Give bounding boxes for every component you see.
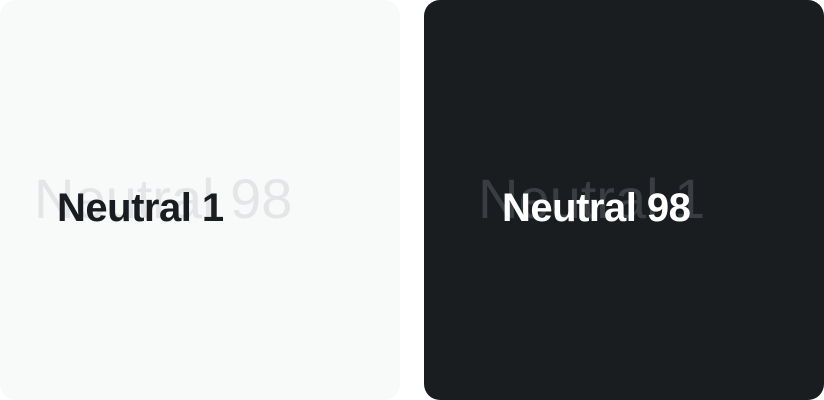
swatch-ghost-label: Neutral 98	[34, 167, 293, 230]
swatch-ghost-label: Neutral 1	[478, 167, 706, 230]
neutral-98-swatch: Neutral 1 Neutral 98	[424, 0, 824, 400]
swatch-label: Neutral 1	[57, 186, 224, 230]
swatch-label: Neutral 98	[502, 186, 691, 230]
neutral-1-swatch: Neutral 98 Neutral 1	[0, 0, 400, 400]
